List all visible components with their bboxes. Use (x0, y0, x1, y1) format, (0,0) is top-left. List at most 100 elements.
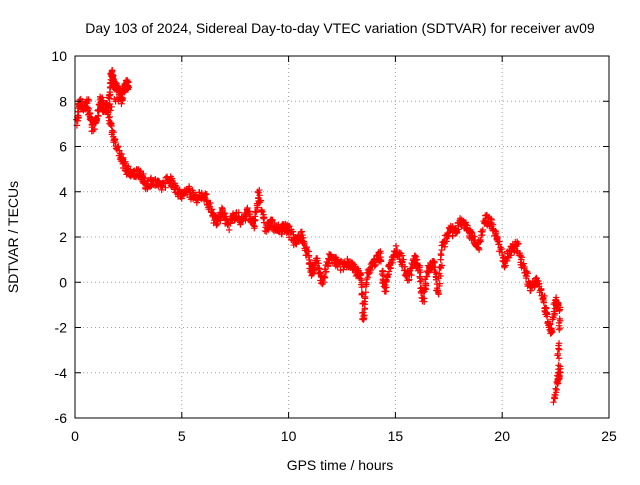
data-point (115, 143, 122, 150)
data-point (106, 113, 113, 121)
data-point (320, 273, 328, 280)
data-point (556, 304, 564, 311)
data-point (75, 113, 82, 121)
data-point (485, 214, 492, 222)
data-point (401, 263, 409, 270)
data-point (422, 280, 429, 287)
data-point (197, 194, 204, 202)
data-point (284, 223, 291, 231)
data-point (546, 320, 554, 327)
data-point (554, 352, 561, 359)
data-point (515, 240, 522, 247)
data-point (521, 263, 528, 271)
data-point (494, 233, 501, 240)
data-point (356, 269, 364, 277)
y-tick-label: -4 (55, 365, 68, 381)
axis-ticks: 0 5 10 15 20 25 -6 -4 -2 0 2 4 6 8 10 (51, 48, 617, 444)
data-point (252, 208, 260, 215)
data-point (154, 177, 162, 184)
data-point (387, 264, 394, 272)
data-point (358, 291, 365, 298)
y-tick-label: 0 (59, 274, 67, 290)
data-point (111, 95, 118, 103)
chart-title: Day 103 of 2024, Sidereal Day-to-day VTE… (85, 20, 595, 36)
data-point (550, 398, 557, 406)
data-point (553, 378, 560, 386)
grid-lines (75, 56, 609, 418)
data-point (182, 188, 189, 195)
data-point (210, 210, 217, 218)
data-point (408, 271, 415, 279)
data-point (411, 252, 419, 259)
data-point (555, 346, 563, 353)
data-point (104, 103, 111, 111)
data-point (554, 380, 562, 387)
data-point (550, 395, 558, 402)
data-point (541, 292, 548, 300)
data-series (73, 66, 564, 406)
data-point (417, 269, 424, 276)
data-point (555, 355, 563, 362)
data-point (536, 280, 543, 287)
x-tick-label: 5 (178, 428, 186, 444)
data-point (222, 213, 230, 220)
data-point (219, 205, 226, 213)
x-tick-label: 25 (601, 428, 617, 444)
data-point (504, 253, 511, 260)
data-point (358, 284, 365, 291)
data-point (540, 295, 547, 303)
data-point (113, 94, 121, 101)
data-point (159, 183, 166, 190)
data-point (543, 309, 551, 317)
data-point (520, 265, 528, 272)
data-point (383, 277, 390, 284)
y-tick-label: 10 (51, 48, 67, 64)
data-point (116, 147, 123, 154)
data-point (436, 280, 443, 287)
data-point (322, 268, 330, 275)
data-point (290, 231, 297, 238)
data-point (316, 269, 324, 276)
data-point (250, 222, 257, 229)
y-tick-label: 6 (59, 139, 67, 155)
data-point (179, 192, 187, 199)
data-point (107, 121, 114, 129)
data-point (344, 255, 351, 263)
data-point (203, 191, 210, 198)
data-point (242, 217, 249, 224)
data-point (300, 234, 307, 241)
data-point (434, 287, 442, 294)
data-point (361, 293, 369, 301)
x-tick-label: 20 (494, 428, 510, 444)
data-point (251, 223, 258, 230)
data-point (362, 289, 370, 296)
data-point (479, 228, 486, 236)
data-point (207, 199, 214, 207)
data-point (244, 204, 251, 212)
data-point (171, 180, 179, 187)
data-point (117, 93, 124, 101)
data-point (464, 222, 471, 229)
data-point (111, 136, 119, 143)
x-tick-label: 0 (71, 428, 79, 444)
data-point (556, 307, 563, 314)
data-point (186, 184, 193, 192)
data-point (555, 345, 562, 352)
data-point (437, 272, 444, 280)
data-point (298, 228, 306, 235)
data-point (360, 312, 367, 320)
data-point (256, 198, 264, 206)
data-point (108, 122, 115, 130)
data-point (167, 176, 175, 183)
data-point (314, 257, 321, 264)
x-axis-label: GPS time / hours (287, 457, 394, 473)
data-point (444, 233, 451, 241)
data-point (202, 190, 209, 197)
data-point (421, 295, 428, 302)
y-tick-label: 2 (59, 229, 67, 245)
data-point (517, 252, 524, 260)
data-point (324, 260, 332, 267)
data-point (524, 270, 532, 277)
data-point (423, 273, 431, 280)
